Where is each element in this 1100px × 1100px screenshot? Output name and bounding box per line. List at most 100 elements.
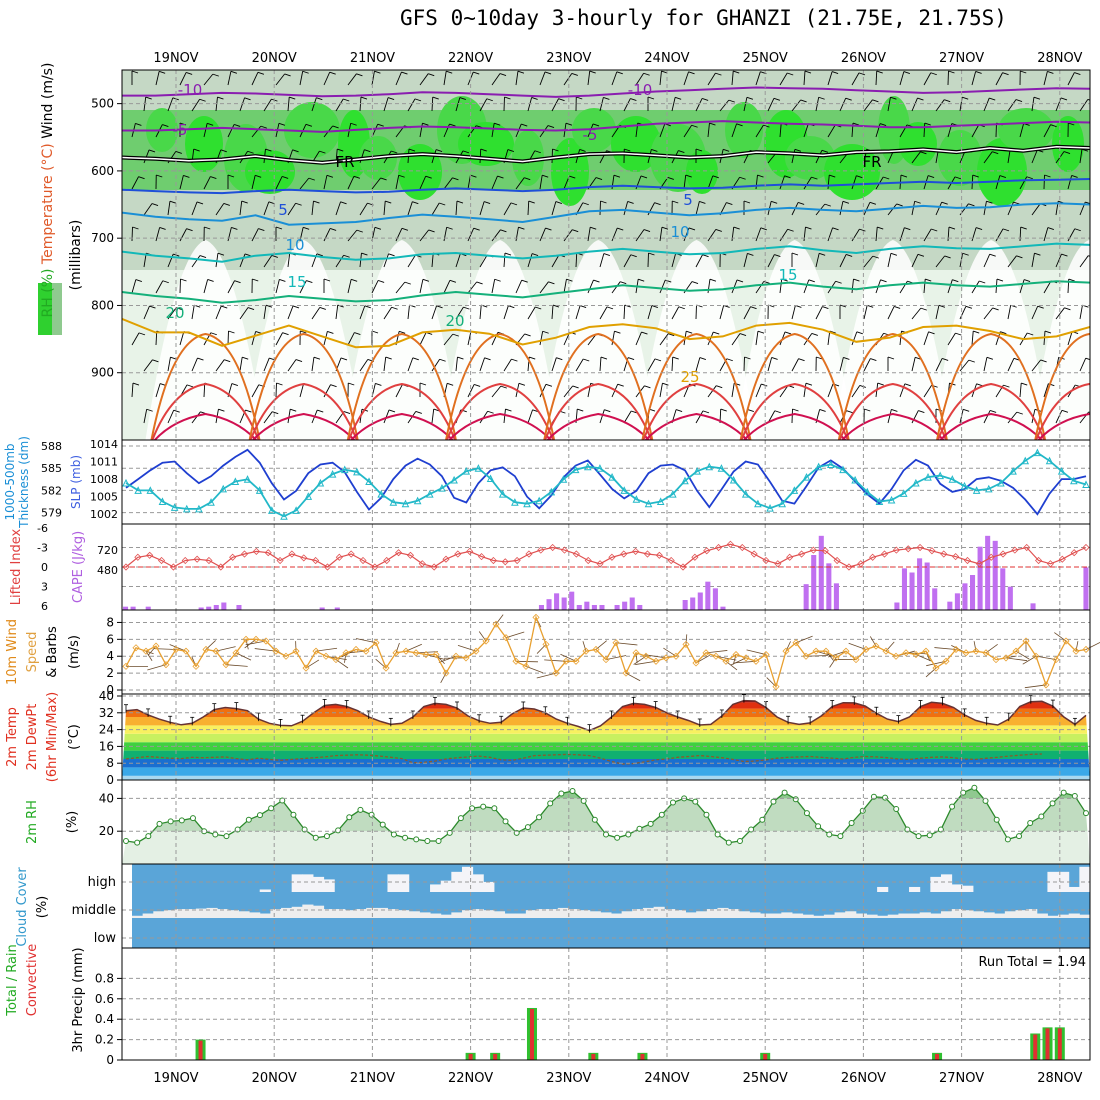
barb-flag (941, 357, 949, 361)
wind-speed-point (292, 647, 300, 655)
thickness-point (972, 486, 981, 494)
wind-speed-point (692, 659, 700, 667)
wind-barb (155, 280, 164, 294)
wind-barb (503, 305, 509, 320)
barb-flag (221, 305, 228, 309)
barb-flag (306, 280, 313, 283)
wind-barb (1067, 72, 1075, 86)
barb-flag (883, 176, 890, 180)
isotherm-warm (445, 332, 556, 440)
barb-flag (138, 332, 146, 336)
wind-tick-label: 8 (106, 615, 114, 629)
wind-barb (899, 71, 905, 86)
barb-flag (1016, 411, 1023, 415)
barb-flag (308, 177, 315, 181)
barb-flag (401, 227, 409, 231)
thickness-point (693, 467, 701, 475)
barb-flag (360, 96, 368, 100)
barb-flag (952, 279, 959, 283)
wind-speed-point (342, 649, 350, 657)
barb-flag (558, 98, 565, 102)
warm-isotherms (150, 332, 1090, 440)
wind-barb (1043, 280, 1052, 294)
wind-barb (431, 202, 440, 216)
lifted-index-point (880, 550, 889, 558)
wind-barb (395, 281, 406, 294)
barb-flag (449, 279, 457, 283)
wind-speed-point (172, 645, 180, 654)
cloud-middle-cell (834, 912, 846, 918)
rh-point (1016, 833, 1023, 840)
rh-point (703, 811, 710, 818)
barb-flag (819, 252, 826, 256)
cape-bar (1007, 586, 1013, 610)
rh-dome (243, 240, 364, 440)
barb-flag (831, 71, 839, 75)
thickness-point (912, 478, 920, 487)
wind-barb (983, 357, 988, 372)
barb-flag (667, 176, 674, 180)
wind-barb (299, 177, 310, 190)
thickness-point (948, 475, 957, 483)
wind-barb (683, 125, 693, 138)
wind-barb (155, 383, 161, 398)
barb-flag (630, 254, 637, 258)
wind-barb (491, 73, 501, 86)
barb-flag (641, 331, 648, 335)
wind-barb (455, 357, 458, 372)
wind-speed-point (732, 650, 740, 659)
rh-point (792, 796, 799, 803)
barb-flag (880, 279, 887, 283)
barb-flag (890, 252, 898, 256)
rh-point (971, 784, 978, 791)
barb-flag (805, 226, 812, 230)
wind-barb (851, 175, 857, 190)
barb-flag (853, 278, 860, 282)
barb-flag (893, 305, 901, 309)
cape-bar (538, 605, 544, 610)
barb-flag (757, 330, 765, 334)
barb-flag (975, 227, 983, 231)
lifted-index-point (1082, 543, 1090, 552)
wind-barb (563, 229, 573, 242)
cloud-high-cell (483, 881, 495, 892)
wind-speed-point (332, 656, 340, 664)
barb-flag (736, 279, 744, 283)
date-label-top: 26NOV (841, 51, 886, 66)
wind-barb (851, 72, 860, 86)
wind-barb (695, 357, 701, 372)
wind-barb (323, 72, 331, 86)
cape-bar (334, 607, 340, 610)
precip-tick-label: 0.4 (95, 1012, 114, 1026)
barb-flag (271, 254, 278, 258)
cloud-middle-cell (919, 912, 931, 918)
wind-barb (743, 306, 751, 320)
cape-bar (569, 591, 575, 610)
wind-barb (647, 358, 656, 372)
isotherm-line (122, 178, 1090, 195)
precip-tick-label: 0.8 (95, 971, 114, 985)
wind-barb (335, 255, 345, 268)
barb-flag (576, 96, 583, 100)
axis-title: (millibars) (68, 220, 84, 291)
rh-point (893, 806, 900, 813)
barb-flag (231, 226, 238, 230)
lifted-index-point (193, 555, 201, 563)
barb-flag (668, 333, 675, 337)
thickness-point (766, 504, 774, 512)
wind-speed-point (232, 649, 240, 657)
lifted-index-point (229, 553, 237, 561)
wind-speed-point (482, 637, 490, 645)
wind-speed-point (552, 669, 560, 677)
wind-barb (263, 357, 270, 372)
lifted-index-point (347, 550, 355, 558)
date-label-top: 20NOV (252, 51, 297, 66)
barb-flag (275, 226, 283, 230)
barb-flag (350, 122, 357, 126)
rh-point (223, 833, 230, 840)
isotherm-warm (739, 332, 850, 440)
barb-flag (800, 99, 807, 103)
barb-flag (207, 279, 214, 282)
rh-point (446, 829, 453, 836)
slp-line (125, 448, 1087, 516)
